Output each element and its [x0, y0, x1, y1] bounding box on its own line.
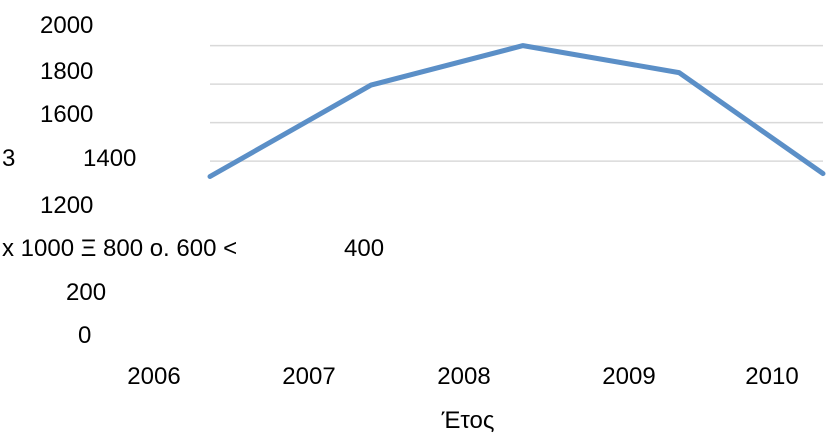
x-tick-label: 2008 — [437, 363, 490, 390]
x-tick-label: 2010 — [745, 363, 798, 390]
y-tick-label: 1800 — [40, 58, 93, 85]
y-tick-label: 1200 — [40, 192, 93, 219]
y-tick-label: 0 — [78, 322, 91, 349]
y-tick-fragment: 400 — [344, 235, 384, 262]
y-tick-fragment: x 1000 Ξ 800 o. 600 < — [2, 235, 237, 262]
x-tick-label: 2007 — [282, 363, 335, 390]
x-tick-label: 2006 — [127, 363, 180, 390]
y-tick-fragment: 3 — [2, 145, 15, 172]
gridlines — [210, 46, 823, 162]
y-tick-label: 1600 — [40, 101, 93, 128]
x-tick-label: 2009 — [602, 363, 655, 390]
y-tick-label: 200 — [66, 279, 106, 306]
y-tick-label: 2000 — [40, 12, 93, 39]
series-layer — [210, 46, 823, 177]
y-tick-label: 1400 — [83, 145, 136, 172]
series-line — [210, 46, 823, 177]
x-axis-title: Έτος — [441, 407, 495, 434]
